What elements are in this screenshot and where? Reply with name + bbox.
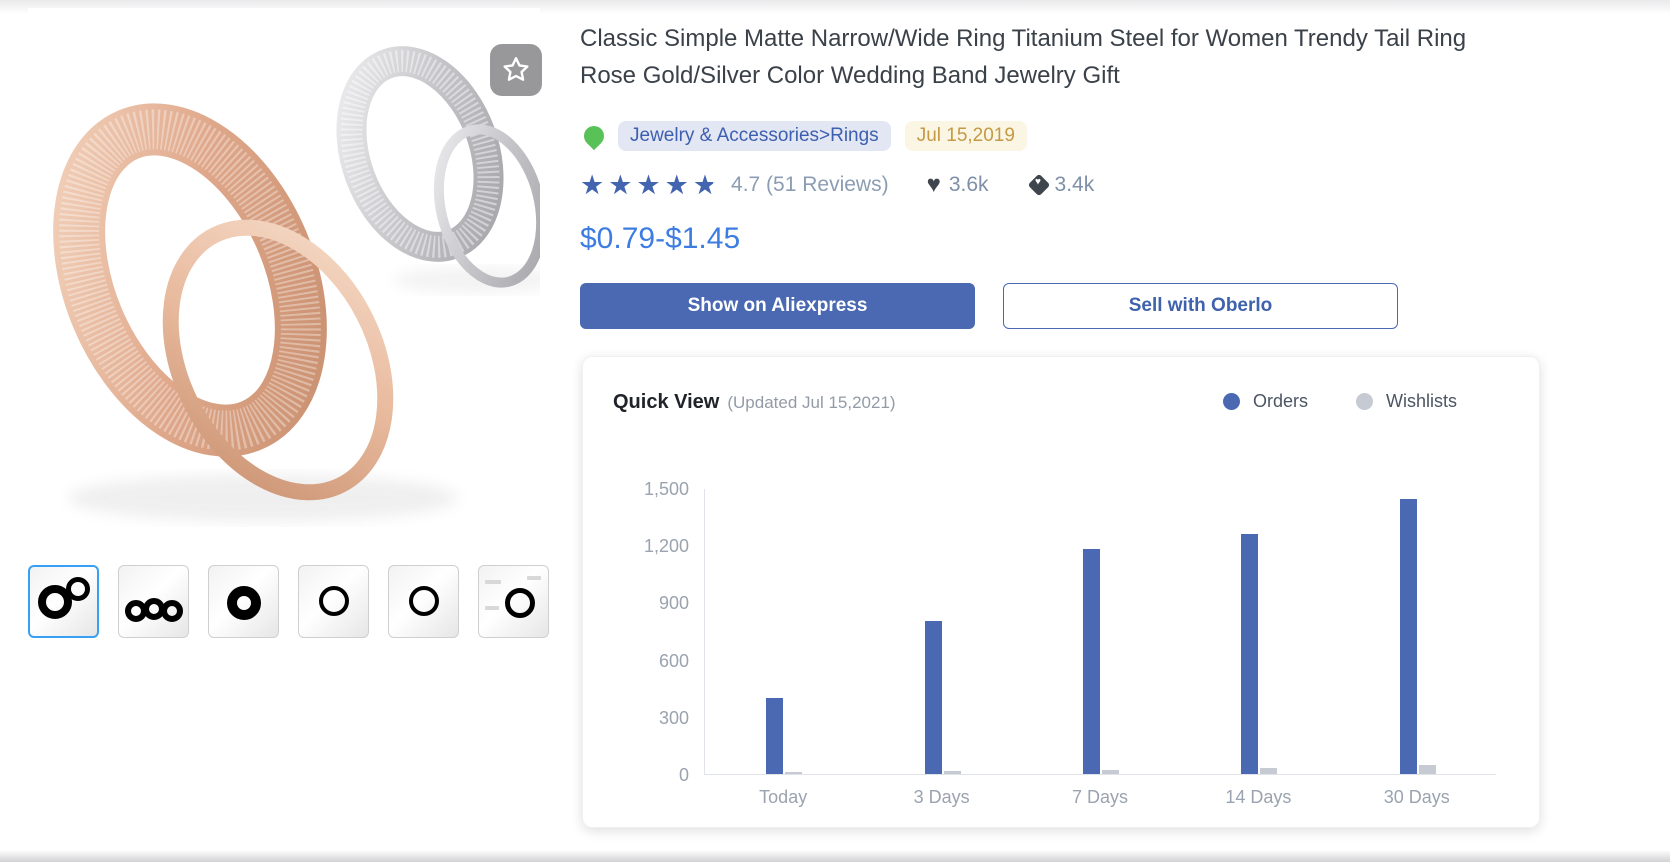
orders-bar: [924, 621, 942, 774]
x-axis-label: 3 Days: [913, 787, 970, 807]
diagram-label-line: [485, 606, 499, 610]
wishlists-bar: [1101, 770, 1119, 774]
star-rating: ★★★★★ ★★★★★: [580, 170, 721, 200]
diagram-label-line: [527, 576, 541, 580]
thumbnail-ring-diagram[interactable]: [478, 565, 549, 638]
tag-icon: ♥: [1027, 173, 1050, 197]
thumbnail-rose-thin-ring[interactable]: [388, 565, 459, 638]
rose-ring-icon: [505, 588, 535, 618]
bar-group-14-days: [1180, 489, 1338, 774]
price-range: $0.79-$1.45: [580, 222, 741, 255]
quick-view-title: Quick View: [613, 391, 720, 413]
stars-empty: ★★★★★: [580, 170, 722, 200]
x-axis-label: 30 Days: [1383, 787, 1450, 807]
silver-ring-icon: [319, 586, 349, 616]
wishlists-bar: [1260, 768, 1278, 774]
bar-group-7-days: [1022, 489, 1180, 774]
rose-ring-icon: [227, 586, 261, 620]
wishlists-bar: [943, 771, 961, 774]
diagram-label-line: [485, 580, 501, 584]
listed-date-badge: Jul 15,2019: [904, 121, 1027, 151]
thumbnail-rings-stacked[interactable]: [118, 565, 189, 638]
y-axis-tick: 1,500: [643, 479, 689, 499]
chart-legend: Orders Wishlists: [1222, 391, 1457, 412]
wishlists-bar: [785, 772, 803, 774]
bar-group-30-days: [1339, 489, 1497, 774]
page-bottom-divider: [0, 851, 1670, 862]
favorite-button[interactable]: [490, 44, 542, 96]
heart-icon: ♥: [926, 171, 941, 198]
category-badge[interactable]: Jewelry & Accessories>Rings: [618, 121, 891, 151]
y-axis-tick: 0: [678, 765, 689, 785]
bar-chart-plot: [704, 489, 1496, 775]
quick-view-updated: (Updated Jul 15,2021): [727, 393, 896, 412]
legend-label: Wishlists: [1386, 391, 1457, 411]
sell-with-oberlo-button[interactable]: Sell with Oberlo: [1003, 283, 1398, 329]
silver-ring-icon: [66, 577, 90, 601]
x-axis-label: 14 Days: [1225, 787, 1292, 807]
quick-view-card: Quick View (Updated Jul 15,2021) Orders W…: [582, 356, 1540, 828]
legend-label: Orders: [1252, 391, 1308, 411]
legend-dot: [1222, 393, 1240, 410]
product-gallery: [28, 8, 563, 548]
bar-group-today: [705, 489, 863, 774]
product-main-image: [28, 8, 563, 548]
y-axis-tick: 600: [658, 650, 689, 671]
tags-count: 3.4k: [1054, 173, 1095, 196]
legend-item-wishlists[interactable]: Wishlists: [1356, 391, 1457, 412]
hot-flame-icon: [579, 121, 609, 151]
y-axis-tick: 300: [658, 707, 689, 728]
rings-illustration: [53, 46, 563, 522]
thumbnail-silver-thin-ring[interactable]: [298, 565, 369, 638]
bar-group-3-days: [863, 489, 1021, 774]
silver-ring-icon: [161, 600, 183, 622]
product-title: Classic Simple Matte Narrow/Wide Ring Ti…: [580, 25, 1467, 89]
wishlists-bar: [1418, 765, 1436, 774]
y-axis-tick: 900: [658, 593, 689, 614]
rating-reviews-text: 4.7 (51 Reviews): [731, 173, 889, 196]
legend-dot: [1356, 393, 1373, 410]
thumbnail-rings-pair[interactable]: [28, 565, 99, 638]
rose-ring-icon: [409, 586, 439, 616]
stars-filled: ★★★★★: [580, 170, 713, 200]
orders-bar: [1241, 534, 1259, 774]
legend-item-orders[interactable]: Orders: [1222, 391, 1308, 412]
thumbnail-rose-wide-band[interactable]: [208, 565, 279, 638]
likes-count: 3.6k: [948, 173, 989, 196]
orders-bar: [1399, 499, 1417, 774]
rose-ring-icon: [38, 585, 72, 619]
y-axis-tick: 1,200: [643, 536, 689, 557]
show-on-aliexpress-button[interactable]: Show on Aliexpress: [580, 283, 975, 329]
x-axis-label: Today: [759, 787, 808, 807]
thumbnail-strip: [28, 565, 549, 638]
orders-bar: [1082, 549, 1100, 774]
orders-bar: [766, 698, 784, 774]
x-axis-label: 7 Days: [1071, 787, 1128, 807]
star-icon: [503, 57, 529, 81]
